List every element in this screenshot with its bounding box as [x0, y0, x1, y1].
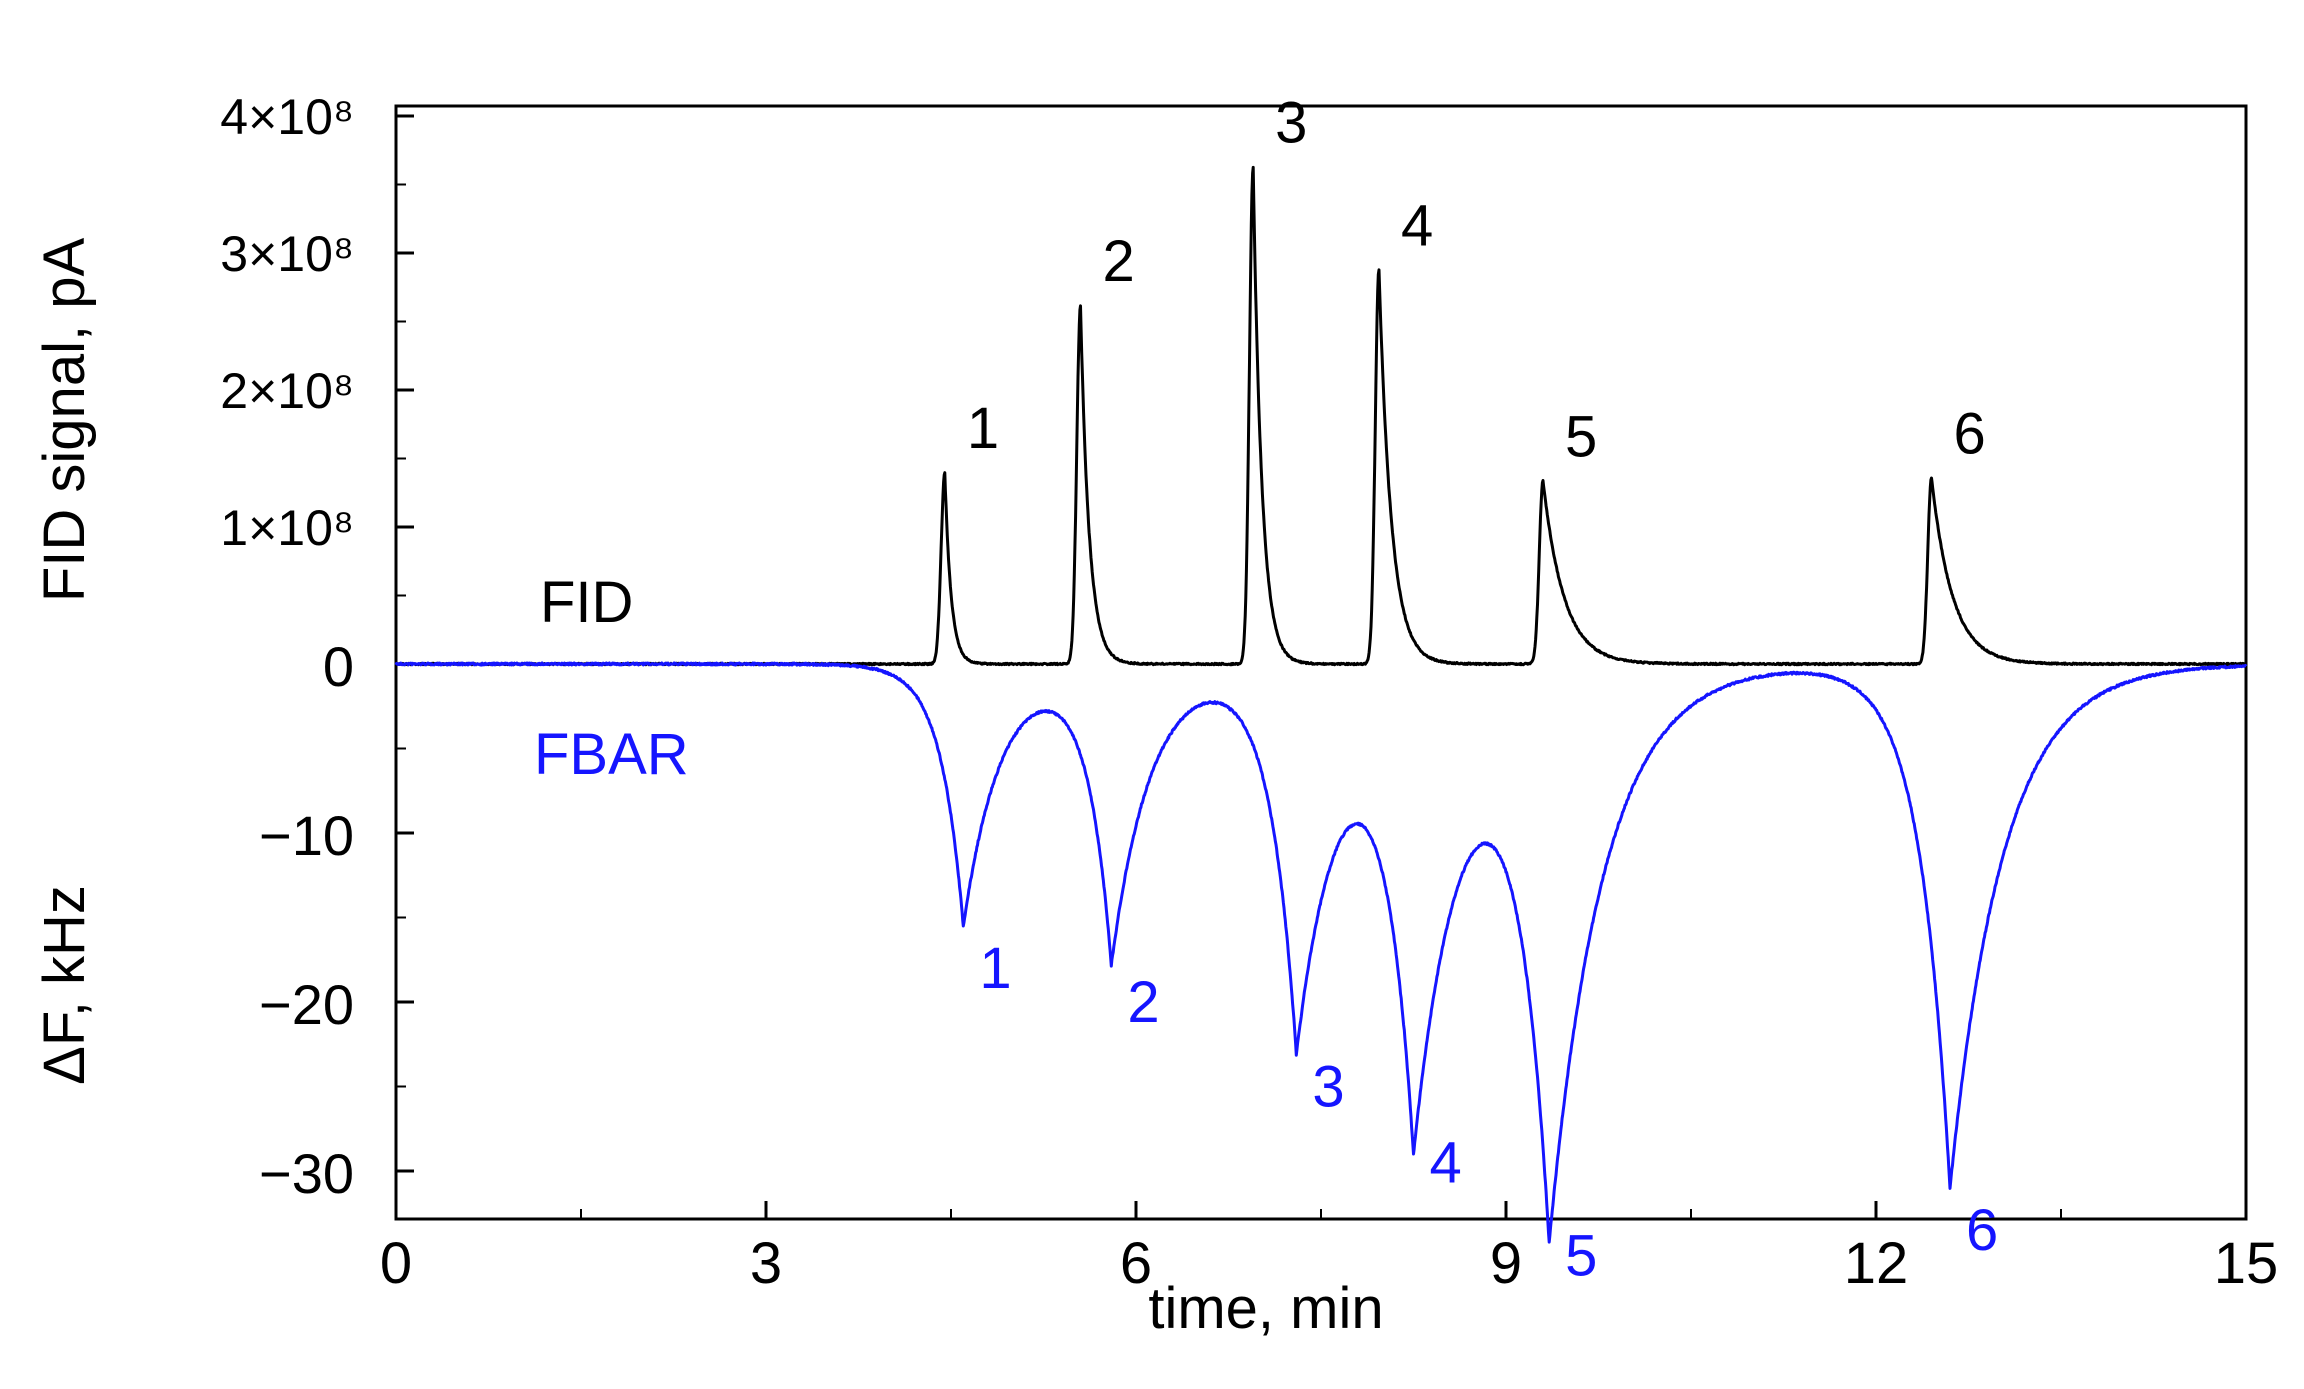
fid-series-label: FID	[540, 570, 633, 635]
x-axis-label: time, min	[1148, 1276, 1383, 1341]
x-tick-label: 15	[2214, 1231, 2279, 1296]
fbar-peak-label: 2	[1127, 970, 1159, 1035]
x-tick-label: 3	[750, 1231, 782, 1296]
fid-y-tick-label: 1×10⁸	[220, 500, 354, 556]
fbar-series-label: FBAR	[534, 722, 689, 787]
fbar-y-axis-label: ΔF, kHz	[32, 885, 97, 1085]
fbar-peak-label: 4	[1430, 1130, 1462, 1195]
fbar-y-tick-label: 0	[323, 635, 354, 698]
peak-labels: 1 2 3 4 5 6 1 2 3 4 5 6	[967, 91, 1998, 1289]
fid-y-tick-label: 4×10⁸	[220, 89, 354, 145]
fbar-y-tick-label: −20	[259, 973, 354, 1036]
fbar-peak-label: 1	[979, 936, 1011, 1001]
fid-peak-label: 1	[967, 396, 999, 461]
fid-peak-label: 3	[1275, 91, 1307, 156]
x-tick-label: 12	[1844, 1231, 1909, 1296]
x-tick-label: 0	[380, 1231, 412, 1296]
fid-y-tick-label: 2×10⁸	[220, 363, 354, 419]
fbar-series-line	[394, 661, 2248, 1244]
fid-y-tick-label: 3×10⁸	[220, 226, 354, 282]
fid-peak-label: 5	[1565, 404, 1597, 469]
fbar-peak-label: 5	[1565, 1223, 1597, 1288]
x-tick-label: 9	[1490, 1231, 1522, 1296]
fid-peak-label: 2	[1103, 229, 1135, 294]
fbar-peak-label: 6	[1966, 1198, 1998, 1263]
fid-y-axis-label: FID signal, pA	[32, 238, 97, 603]
fbar-peak-label: 3	[1312, 1054, 1344, 1119]
fbar-y-tick-label: −10	[259, 804, 354, 867]
fbar-y-tick-label: −30	[259, 1142, 354, 1205]
series-layer	[394, 165, 2248, 1244]
x-tick-label: 6	[1120, 1231, 1152, 1296]
fid-peak-label: 4	[1401, 193, 1433, 258]
fid-peak-label: 6	[1954, 402, 1986, 467]
tick-marks	[394, 114, 2248, 1219]
